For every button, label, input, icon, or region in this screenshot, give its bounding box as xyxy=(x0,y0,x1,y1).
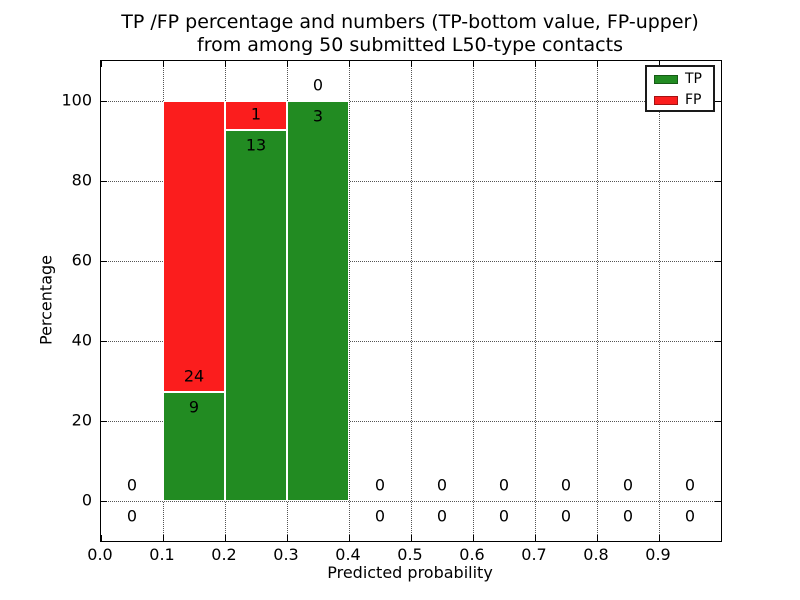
y-tick-mark-right xyxy=(715,101,721,102)
bar-segment-fp xyxy=(163,101,225,392)
x-tick-label: 0.8 xyxy=(583,545,609,564)
x-tick-mark xyxy=(411,535,412,541)
x-tick-label: 0.2 xyxy=(211,545,237,564)
x-tick-mark-top xyxy=(659,61,660,67)
legend-item: FP xyxy=(647,90,713,111)
x-tick-mark-top xyxy=(225,61,226,67)
fp-count-label: 0 xyxy=(622,475,634,495)
gridline-vertical xyxy=(411,61,412,541)
y-tick-mark-right xyxy=(715,261,721,262)
x-tick-mark-top xyxy=(349,61,350,67)
y-tick-mark-right xyxy=(715,421,721,422)
y-tick-label: 100 xyxy=(61,90,92,110)
x-tick-mark xyxy=(597,535,598,541)
y-axis-title: Percentage xyxy=(36,254,56,346)
legend-label: FP xyxy=(685,92,702,108)
gridline-vertical xyxy=(473,61,474,541)
y-tick-mark-right xyxy=(715,341,721,342)
fp-count-label: 0 xyxy=(126,475,138,495)
x-tick-mark xyxy=(349,535,350,541)
fp-swatch-icon xyxy=(654,96,678,105)
legend: TP FP xyxy=(645,65,715,112)
y-tick-label: 20 xyxy=(71,410,92,430)
tp-count-label: 0 xyxy=(560,506,572,526)
chart-title-line1: TP /FP percentage and numbers (TP-bottom… xyxy=(121,11,699,33)
fp-count-label: 0 xyxy=(498,475,510,495)
y-tick-label: 60 xyxy=(71,250,92,270)
plot-area: 0 0 24 9 1 13 0 3 0 0 0 0 0 0 0 0 0 0 0 0 xyxy=(100,60,722,542)
x-tick-mark-top xyxy=(597,61,598,67)
tp-count-label: 13 xyxy=(245,135,267,155)
tp-count-label: 0 xyxy=(498,506,510,526)
x-tick-mark xyxy=(101,535,102,541)
y-tick-label: 80 xyxy=(71,170,92,190)
y-tick-mark xyxy=(101,261,107,262)
y-tick-mark-right xyxy=(715,181,721,182)
x-tick-mark-top xyxy=(411,61,412,67)
fp-count-label: 0 xyxy=(436,475,448,495)
tp-count-label: 0 xyxy=(436,506,448,526)
bar-segment-tp xyxy=(163,391,225,501)
x-tick-label: 0.5 xyxy=(397,545,423,564)
x-tick-label: 0.9 xyxy=(645,545,671,564)
y-tick-mark xyxy=(101,101,107,102)
fp-count-label: 0 xyxy=(374,475,386,495)
x-tick-mark-top xyxy=(101,61,102,67)
x-axis-title: Predicted probability xyxy=(327,563,493,582)
legend-item: TP xyxy=(647,69,713,90)
x-tick-label: 0.4 xyxy=(335,545,361,564)
x-tick-mark xyxy=(535,535,536,541)
x-tick-mark xyxy=(225,535,226,541)
x-tick-mark xyxy=(659,535,660,541)
fp-count-label: 24 xyxy=(183,366,205,386)
tp-count-label: 3 xyxy=(312,106,324,126)
x-tick-label: 0.0 xyxy=(87,545,113,564)
chart-title-line2: from among 50 submitted L50-type contact… xyxy=(197,34,623,56)
x-tick-label: 0.7 xyxy=(521,545,547,564)
y-tick-mark-right xyxy=(715,501,721,502)
tp-count-label: 0 xyxy=(126,506,138,526)
bar-segment-tp xyxy=(287,101,349,501)
y-tick-label: 0 xyxy=(81,490,92,510)
y-tick-mark xyxy=(101,341,107,342)
fp-count-label: 0 xyxy=(312,75,324,95)
bar-segment-tp xyxy=(225,129,287,501)
tp-count-label: 0 xyxy=(684,506,696,526)
y-tick-mark xyxy=(101,501,107,502)
bar-segment-fp xyxy=(225,101,287,130)
y-tick-mark xyxy=(101,421,107,422)
fp-count-label: 0 xyxy=(560,475,572,495)
tp-swatch-icon xyxy=(654,75,678,84)
x-tick-mark xyxy=(473,535,474,541)
gridline-vertical xyxy=(349,61,350,541)
gridline-vertical xyxy=(659,61,660,541)
x-tick-mark-top xyxy=(287,61,288,67)
x-tick-mark xyxy=(287,535,288,541)
gridline-vertical xyxy=(597,61,598,541)
tp-count-label: 0 xyxy=(622,506,634,526)
gridline-vertical xyxy=(535,61,536,541)
x-tick-mark-top xyxy=(535,61,536,67)
x-tick-mark-top xyxy=(163,61,164,67)
fp-count-label: 0 xyxy=(684,475,696,495)
tp-count-label: 9 xyxy=(188,397,200,417)
x-tick-label: 0.6 xyxy=(459,545,485,564)
x-tick-label: 0.1 xyxy=(149,545,175,564)
tp-count-label: 0 xyxy=(374,506,386,526)
legend-label: TP xyxy=(685,71,702,87)
x-tick-mark xyxy=(163,535,164,541)
x-tick-mark-top xyxy=(473,61,474,67)
y-tick-mark xyxy=(101,181,107,182)
x-tick-label: 0.3 xyxy=(273,545,299,564)
y-tick-label: 40 xyxy=(71,330,92,350)
fp-count-label: 1 xyxy=(250,104,262,124)
